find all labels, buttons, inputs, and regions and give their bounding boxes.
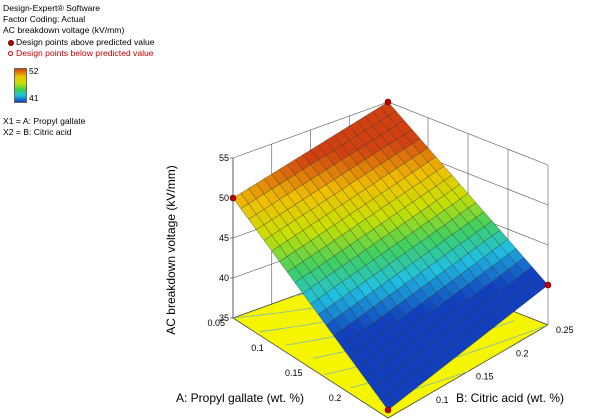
x-tick-label: 0.05 [207,318,225,328]
response-surface [232,101,549,411]
z-tick-label: 45 [219,233,229,243]
x-tick-label: 0.1 [251,343,264,353]
y-tick-label: 0.25 [556,325,574,335]
design-point [384,98,392,106]
color-scale-bar [14,68,27,103]
legend-panel: Design-Expert® Software Factor Coding: A… [3,3,213,59]
color-scale-min: 41 [29,93,39,103]
y-axis-label: B: Citric acid (wt. %) [456,391,564,405]
legend-above-text: Design points above predicted value [16,36,155,47]
z-tick-label: 50 [219,193,229,203]
design-point [384,406,392,414]
color-scale-max: 52 [29,66,39,76]
software-label: Design-Expert® Software [3,3,101,13]
x-tick-label: 0.15 [285,368,303,378]
design-point [544,281,552,289]
y-tick-label: 0.15 [476,372,494,382]
x-axis-label: A: Propyl gallate (wt. %) [176,391,304,405]
below-point-icon [8,50,13,56]
surface-cell [380,392,397,411]
factor-x1: X1 = A: Propyl gallate [3,116,86,126]
y-tick-label: 0.2 [516,348,529,358]
legend-below-text: Design points below predicted value [16,47,154,58]
z-axis-label: AC breakdown voltage (kV/mm) [164,165,178,334]
legend-above: Design points above predicted value [3,37,213,48]
above-point-icon [8,39,14,46]
x-tick-label: 0.2 [329,393,342,403]
z-tick-label: 55 [219,153,229,163]
factor-list: X1 = A: Propyl gallate X2 = B: Citric ac… [3,116,85,138]
factor-coding-label: Factor Coding: Actual [3,14,86,25]
z-tick-label: 40 [219,273,229,283]
factor-x2: X2 = B: Citric acid [3,127,72,138]
legend-below: Design points below predicted value [3,48,213,59]
response-label: AC breakdown voltage (kV/mm) [3,25,125,36]
y-tick-label: 0.1 [436,395,449,405]
z-tick-label: 35 [219,313,229,323]
